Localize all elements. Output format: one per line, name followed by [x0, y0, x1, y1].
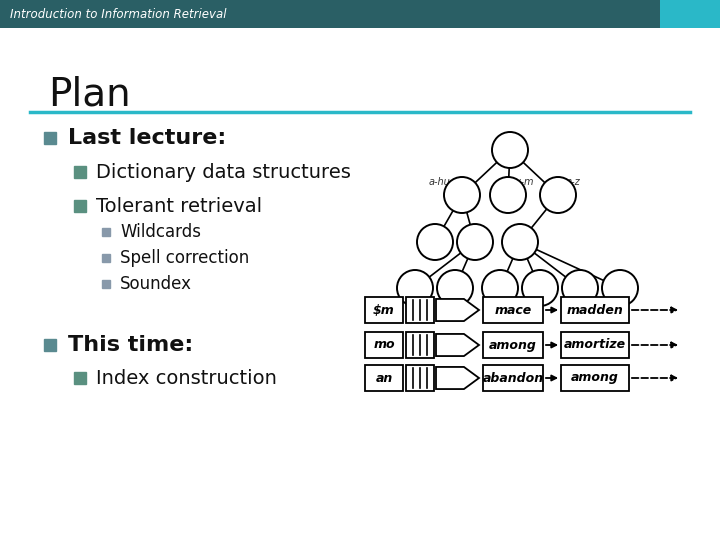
Bar: [660, 0, 720, 28]
Text: hy-m: hy-m: [510, 177, 534, 187]
Text: Last lecture:: Last lecture:: [68, 128, 226, 148]
Circle shape: [437, 270, 473, 306]
Text: Plan: Plan: [48, 75, 130, 113]
Polygon shape: [436, 367, 479, 389]
FancyBboxPatch shape: [483, 332, 543, 358]
Text: among: among: [489, 339, 537, 352]
Text: a-hu: a-hu: [428, 177, 450, 187]
Text: an: an: [375, 372, 392, 384]
FancyBboxPatch shape: [483, 297, 543, 323]
Text: This time:: This time:: [68, 335, 193, 355]
FancyBboxPatch shape: [406, 365, 434, 391]
FancyBboxPatch shape: [365, 297, 403, 323]
Circle shape: [562, 270, 598, 306]
Text: Tolerant retrieval: Tolerant retrieval: [96, 197, 262, 215]
Circle shape: [397, 270, 433, 306]
Text: Soundex: Soundex: [120, 275, 192, 293]
Text: abandon: abandon: [482, 372, 544, 384]
Text: n-z: n-z: [566, 177, 581, 187]
Circle shape: [502, 224, 538, 260]
Text: Dictionary data structures: Dictionary data structures: [96, 163, 351, 181]
FancyBboxPatch shape: [561, 332, 629, 358]
FancyBboxPatch shape: [406, 332, 434, 358]
Text: Spell correction: Spell correction: [120, 249, 249, 267]
FancyBboxPatch shape: [561, 297, 629, 323]
Text: Wildcards: Wildcards: [120, 223, 201, 241]
Polygon shape: [436, 334, 479, 356]
Circle shape: [457, 224, 493, 260]
Text: Index construction: Index construction: [96, 368, 277, 388]
Circle shape: [490, 177, 526, 213]
Text: Introduction to Information Retrieval: Introduction to Information Retrieval: [10, 8, 227, 21]
Circle shape: [522, 270, 558, 306]
Circle shape: [417, 224, 453, 260]
Polygon shape: [436, 299, 479, 321]
Text: madden: madden: [567, 303, 624, 316]
Text: mace: mace: [495, 303, 531, 316]
Text: amortize: amortize: [564, 339, 626, 352]
Circle shape: [444, 177, 480, 213]
Bar: [0, 0, 660, 28]
Text: among: among: [571, 372, 619, 384]
FancyBboxPatch shape: [365, 365, 403, 391]
Circle shape: [492, 132, 528, 168]
FancyBboxPatch shape: [561, 365, 629, 391]
Text: $m: $m: [373, 303, 395, 316]
FancyBboxPatch shape: [483, 365, 543, 391]
FancyBboxPatch shape: [406, 297, 434, 323]
Text: mo: mo: [373, 339, 395, 352]
Circle shape: [602, 270, 638, 306]
Circle shape: [540, 177, 576, 213]
Circle shape: [482, 270, 518, 306]
FancyBboxPatch shape: [365, 332, 403, 358]
